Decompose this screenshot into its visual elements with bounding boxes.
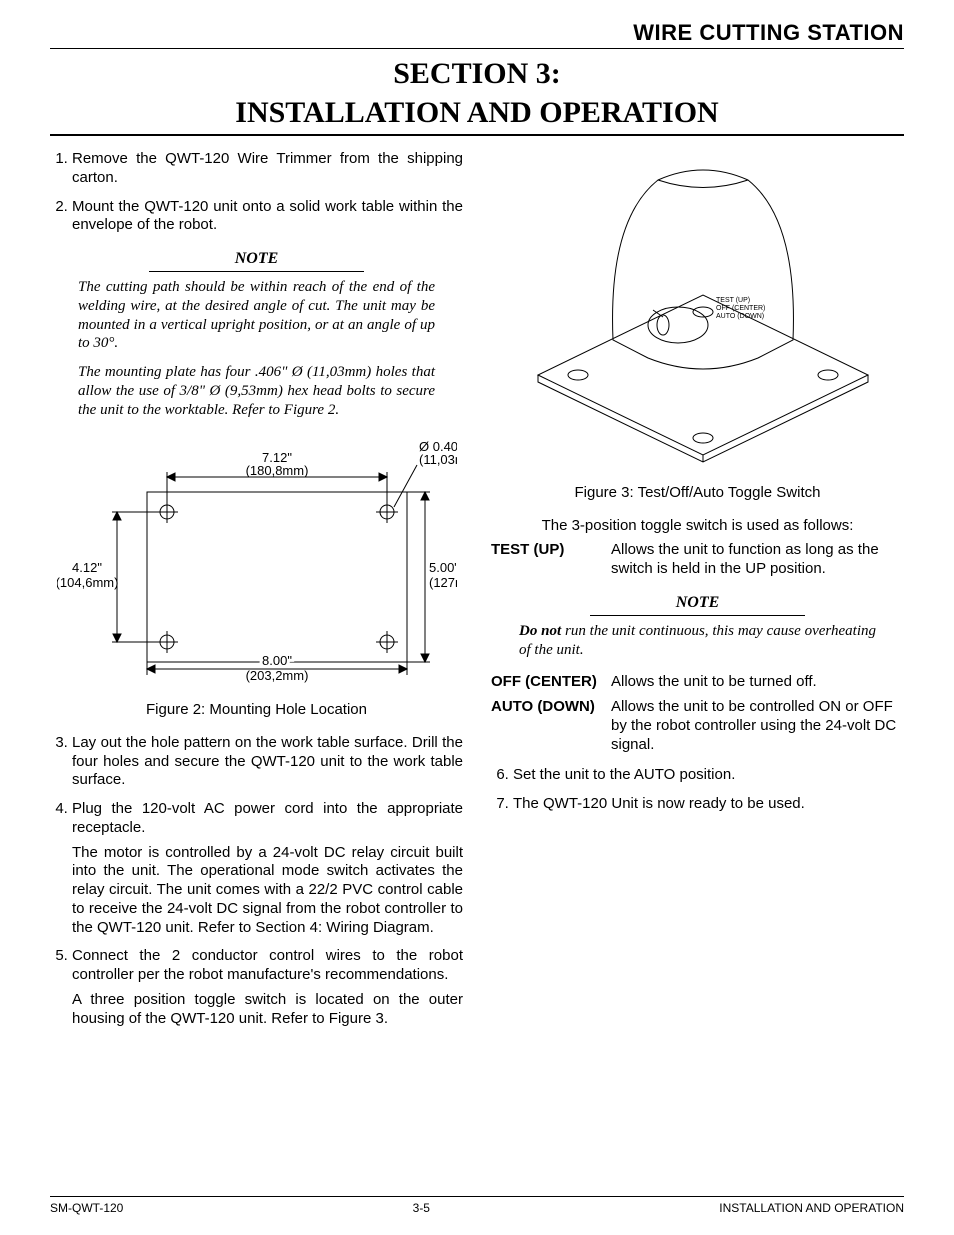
note-rule bbox=[149, 271, 363, 272]
footer-rule bbox=[50, 1196, 904, 1197]
figure-2: 7.12" (180,8mm) 8.00" 8.00" (203,2mm) 4.… bbox=[50, 437, 463, 693]
step-4: Plug the 120-volt AC power cord into the… bbox=[72, 800, 463, 937]
left-ordered-list: Remove the QWT-120 Wire Trimmer from the… bbox=[50, 150, 463, 235]
note-body-1: The cutting path should be within reach … bbox=[78, 278, 435, 353]
right-ordered-list: Set the unit to the AUTO position. The Q… bbox=[491, 766, 904, 814]
toggle-intro: The 3-position toggle switch is used as … bbox=[491, 517, 904, 536]
switch-auto-term: AUTO (DOWN) bbox=[491, 698, 601, 754]
left-column: Remove the QWT-120 Wire Trimmer from the… bbox=[50, 150, 463, 1038]
note-bold: Do not bbox=[519, 623, 561, 639]
section-title-line1: SECTION 3: bbox=[50, 57, 904, 92]
switch-auto-desc: Allows the unit to be controlled ON or O… bbox=[611, 698, 904, 754]
step-3: Lay out the hole pattern on the work tab… bbox=[72, 734, 463, 790]
step-4-sub: The motor is controlled by a 24-volt DC … bbox=[72, 844, 463, 938]
step-1-text: Remove the QWT-120 Wire Trimmer from the… bbox=[72, 150, 463, 186]
two-column-body: Remove the QWT-120 Wire Trimmer from the… bbox=[50, 150, 904, 1038]
figure-3-svg: TEST (UP) OFF (CENTER) AUTO (DOWN) bbox=[498, 150, 898, 470]
footer-left: SM-QWT-120 bbox=[50, 1201, 123, 1215]
figure-2-svg: 7.12" (180,8mm) 8.00" 8.00" (203,2mm) 4.… bbox=[57, 437, 457, 687]
switch-def-auto: AUTO (DOWN) Allows the unit to be contro… bbox=[491, 698, 904, 754]
left-ordered-list-cont: Lay out the hole pattern on the work tab… bbox=[50, 734, 463, 1029]
fig2-bottom-dim: 8.00" bbox=[262, 653, 292, 668]
fig2-left-dim: 4.12" bbox=[72, 560, 102, 575]
fig2-right-dim: 5.00" bbox=[429, 560, 457, 575]
switch-test-term: TEST (UP) bbox=[491, 541, 601, 579]
step-2: Mount the QWT-120 unit onto a solid work… bbox=[72, 198, 463, 236]
section-rule bbox=[50, 134, 904, 136]
switch-def-off: OFF (CENTER) Allows the unit to be turne… bbox=[491, 673, 904, 692]
figure-3: TEST (UP) OFF (CENTER) AUTO (DOWN) bbox=[491, 150, 904, 476]
step-1: Remove the QWT-120 Wire Trimmer from the… bbox=[72, 150, 463, 188]
step-6-text: Set the unit to the AUTO position. bbox=[513, 766, 735, 783]
footer: SM-QWT-120 3-5 INSTALLATION AND OPERATIO… bbox=[50, 1188, 904, 1215]
step-2-text: Mount the QWT-120 unit onto a solid work… bbox=[72, 198, 463, 234]
right-note-block: NOTE Do not run the unit continuous, thi… bbox=[519, 593, 876, 660]
switch-test-desc: Allows the unit to function as long as t… bbox=[611, 541, 904, 579]
figure-3-caption: Figure 3: Test/Off/Auto Toggle Switch bbox=[491, 484, 904, 503]
step-4-text: Plug the 120-volt AC power cord into the… bbox=[72, 800, 463, 836]
fig2-bottom-dim-mm: (203,2mm) bbox=[245, 668, 308, 683]
left-note-block: NOTE The cutting path should be within r… bbox=[78, 249, 435, 419]
header-product-title: WIRE CUTTING STATION bbox=[50, 20, 904, 46]
fig2-dia-dim-mm: (11,03mm) bbox=[419, 452, 457, 467]
step-5-sub: A three position toggle switch is locate… bbox=[72, 991, 463, 1029]
page: WIRE CUTTING STATION SECTION 3: INSTALLA… bbox=[0, 0, 954, 1235]
section-title-line2: INSTALLATION AND OPERATION bbox=[50, 96, 904, 131]
figure-2-caption: Figure 2: Mounting Hole Location bbox=[50, 701, 463, 720]
footer-center: 3-5 bbox=[413, 1201, 430, 1215]
step-3-text: Lay out the hole pattern on the work tab… bbox=[72, 734, 463, 789]
fig2-right-dim-mm: (127mm) bbox=[429, 575, 457, 590]
fig3-label-2: OFF (CENTER) bbox=[716, 305, 765, 312]
right-column: TEST (UP) OFF (CENTER) AUTO (DOWN) Figur… bbox=[491, 150, 904, 1038]
footer-row: SM-QWT-120 3-5 INSTALLATION AND OPERATIO… bbox=[50, 1201, 904, 1215]
fig2-top-dim-mm: (180,8mm) bbox=[245, 463, 308, 478]
header-rule bbox=[50, 48, 904, 49]
step-7: The QWT-120 Unit is now ready to be used… bbox=[513, 795, 904, 814]
fig3-label-1: TEST (UP) bbox=[716, 297, 750, 304]
switch-off-desc: Allows the unit to be turned off. bbox=[611, 673, 904, 692]
switch-off-term: OFF (CENTER) bbox=[491, 673, 601, 692]
note-rest: run the unit continuous, this may cause … bbox=[519, 623, 876, 658]
note-rule-right bbox=[590, 615, 804, 616]
footer-right: INSTALLATION AND OPERATION bbox=[719, 1201, 904, 1215]
switch-def-test: TEST (UP) Allows the unit to function as… bbox=[491, 541, 904, 579]
note-body-right: Do not run the unit continuous, this may… bbox=[519, 622, 876, 660]
fig2-left-dim-mm: (104,6mm) bbox=[57, 575, 118, 590]
step-7-text: The QWT-120 Unit is now ready to be used… bbox=[513, 795, 805, 812]
step-6: Set the unit to the AUTO position. bbox=[513, 766, 904, 785]
step-5-text: Connect the 2 conductor control wires to… bbox=[72, 947, 463, 983]
note-body-2: The mounting plate has four .406" Ø (11,… bbox=[78, 363, 435, 419]
fig3-label-3: AUTO (DOWN) bbox=[716, 313, 764, 320]
note-label-right: NOTE bbox=[519, 593, 876, 613]
note-label: NOTE bbox=[78, 249, 435, 269]
step-5: Connect the 2 conductor control wires to… bbox=[72, 947, 463, 1028]
